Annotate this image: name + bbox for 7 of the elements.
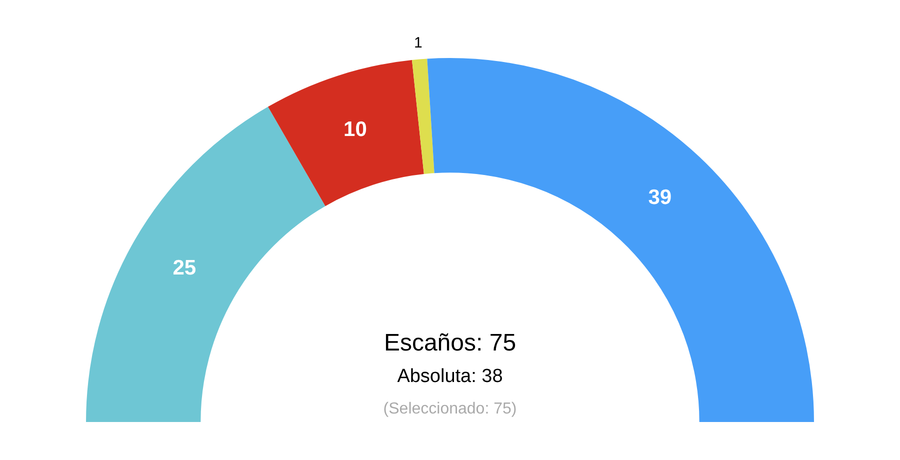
- text: (Seleccionado: 75): [383, 400, 517, 418]
- data-label: 25: [172, 256, 196, 280]
- data-label: 1: [414, 34, 422, 52]
- text: Absoluta: 38: [397, 366, 503, 388]
- data-label: 10: [344, 118, 367, 142]
- data-label: 39: [648, 186, 672, 210]
- text: Escaños: 75: [384, 330, 516, 357]
